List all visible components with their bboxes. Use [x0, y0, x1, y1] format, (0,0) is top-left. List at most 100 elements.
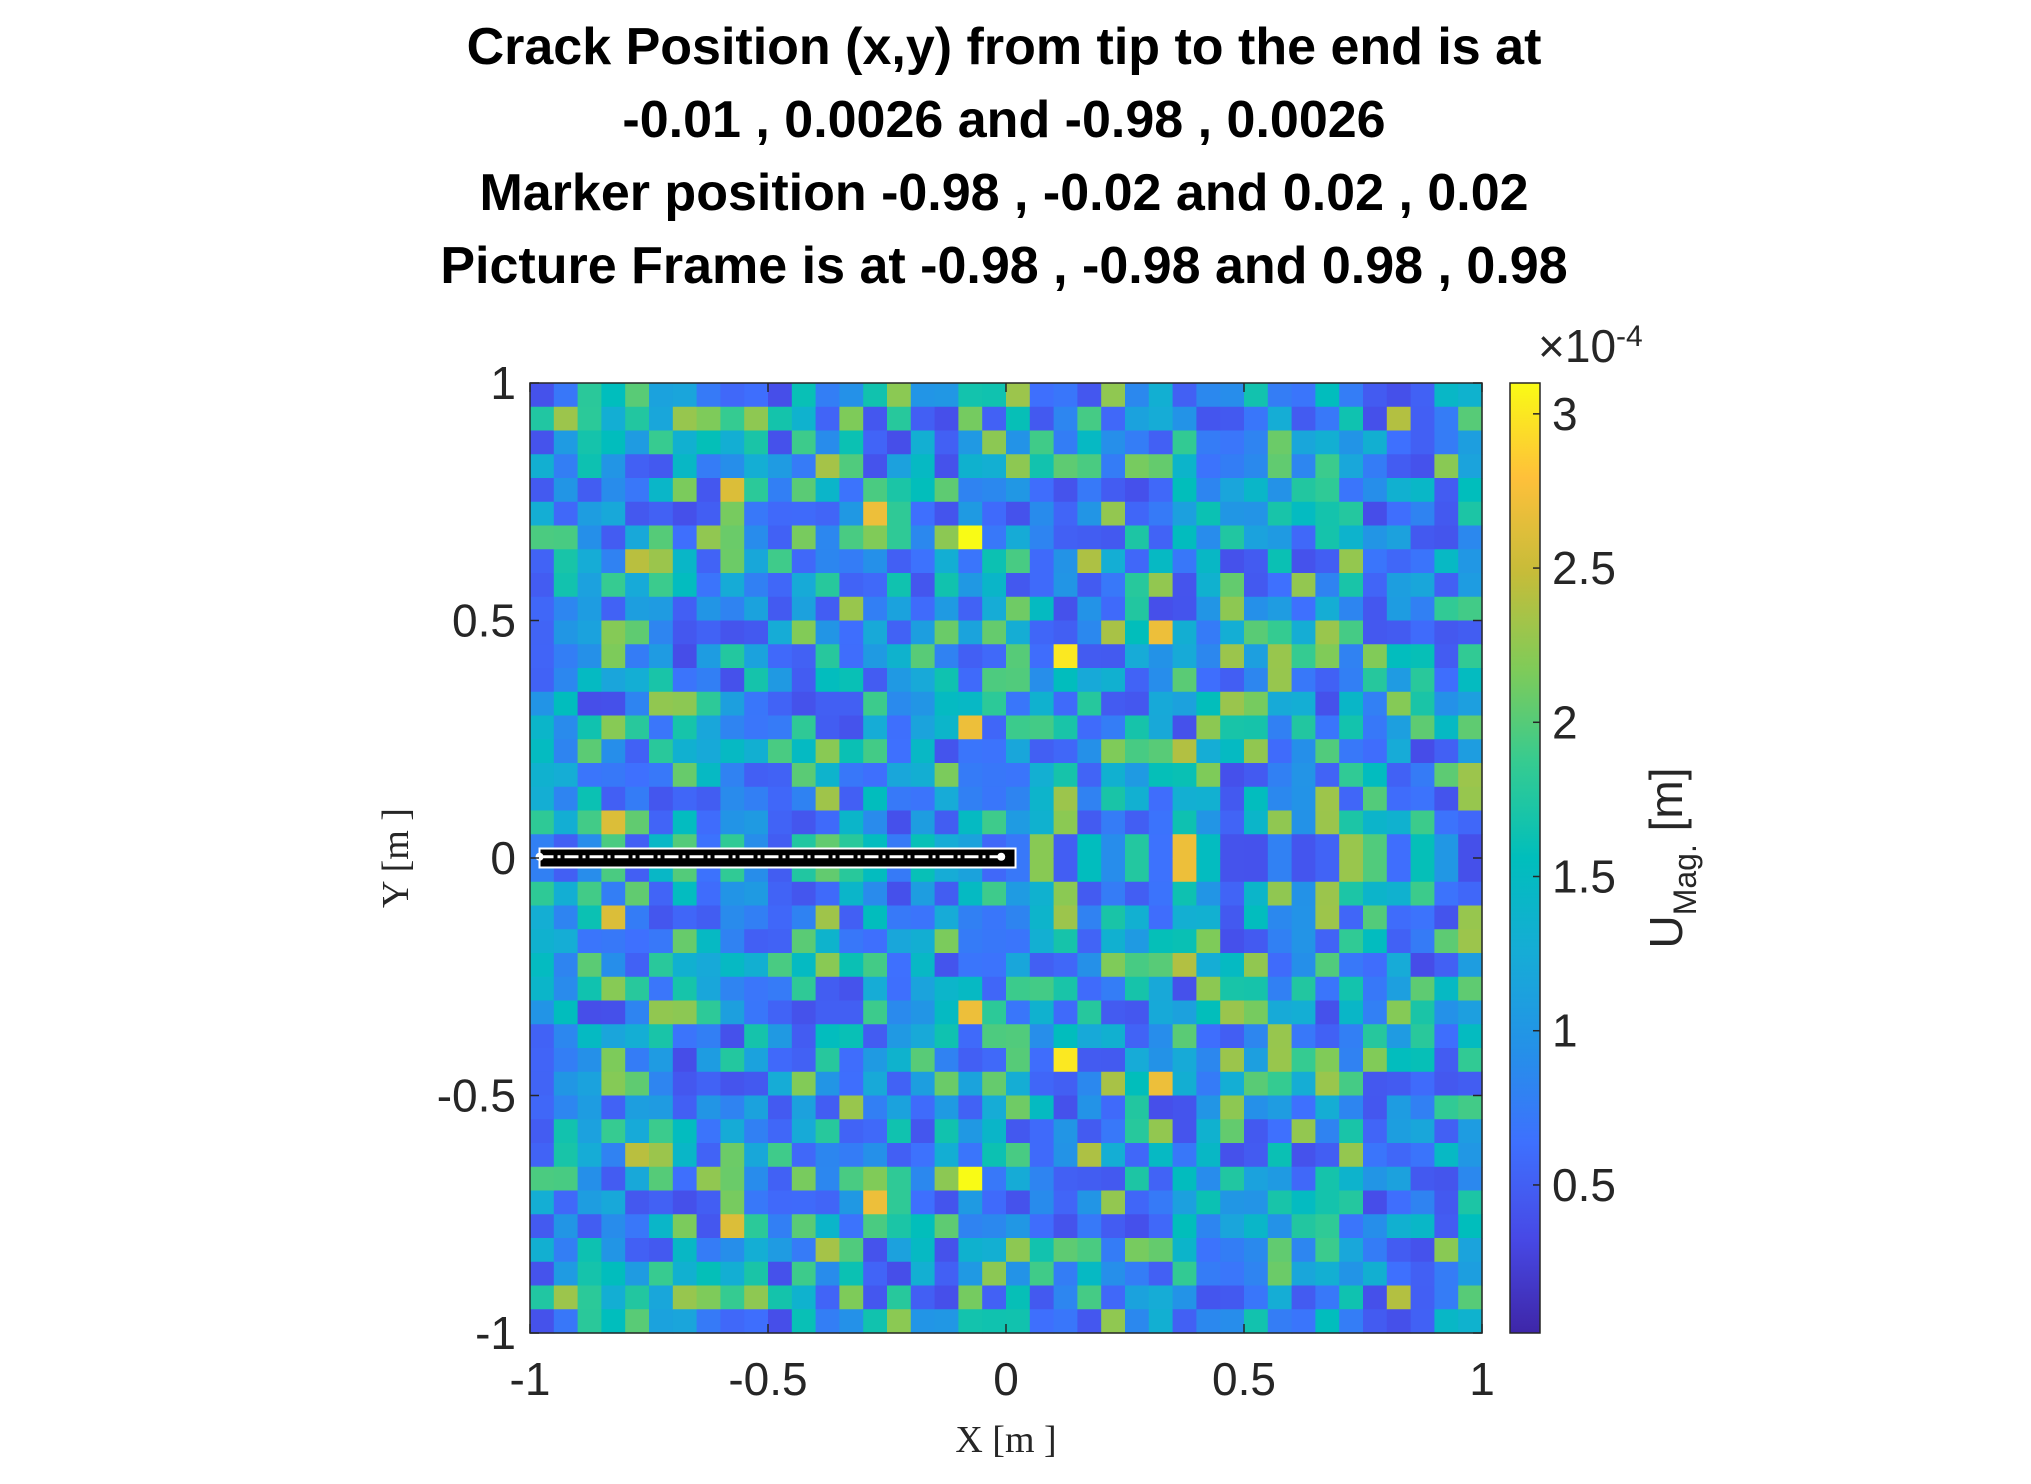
heatmap-cell: [1196, 881, 1221, 907]
heatmap-cell: [910, 810, 936, 835]
heatmap-cell: [1029, 763, 1055, 788]
heatmap-cell: [1077, 763, 1102, 788]
heatmap-cell: [958, 1190, 983, 1215]
heatmap-cell: [1196, 1143, 1221, 1168]
heatmap-cell: [1410, 573, 1435, 598]
heatmap-cell: [720, 929, 745, 954]
heatmap-cell: [1220, 406, 1245, 432]
heatmap-cell: [1339, 454, 1364, 479]
heatmap-cell: [530, 1119, 555, 1144]
crack-overlay: [535, 847, 1017, 869]
heatmap-cell: [1244, 1048, 1269, 1073]
heatmap-cell: [1244, 573, 1269, 598]
heatmap-cell: [1386, 1048, 1412, 1073]
heatmap-cell: [625, 644, 650, 669]
heatmap-cell: [1267, 1143, 1293, 1168]
heatmap-cell: [1148, 1143, 1174, 1168]
heatmap-cell: [1125, 881, 1150, 907]
title-line-3: Marker position -0.98 , -0.02 and 0.02 ,…: [479, 164, 1528, 222]
heatmap-cell: [1053, 525, 1078, 550]
heatmap-cell: [1386, 691, 1412, 717]
heatmap-cell: [1410, 430, 1435, 455]
heatmap-cell: [1101, 929, 1126, 954]
heatmap-cell: [982, 976, 1007, 1002]
heatmap-cell: [1053, 1190, 1078, 1215]
heatmap-cell: [815, 715, 840, 740]
heatmap-cell: [1077, 1285, 1102, 1310]
heatmap-cell: [1458, 1190, 1483, 1215]
heatmap-cell: [1006, 1166, 1031, 1192]
heatmap-cell: [601, 501, 626, 527]
heatmap-cell: [1077, 905, 1102, 930]
heatmap-cell: [625, 881, 650, 907]
heatmap-cell: [1172, 715, 1197, 740]
heatmap-cell: [815, 953, 840, 978]
heatmap-cell: [696, 1119, 721, 1144]
heatmap-cell: [791, 644, 817, 669]
heatmap-cell: [1101, 454, 1126, 479]
heatmap-cell: [649, 810, 674, 835]
heatmap-cell: [1220, 929, 1245, 954]
heatmap-cell: [1386, 644, 1412, 669]
heatmap-cell: [1315, 1071, 1340, 1097]
heatmap-cell: [1363, 881, 1388, 907]
heatmap-cell: [625, 1095, 650, 1120]
heatmap-cell: [958, 1071, 983, 1097]
heatmap-cell: [1077, 1000, 1102, 1025]
heatmap-cell: [1053, 1309, 1078, 1334]
heatmap-cell: [601, 596, 626, 622]
heatmap-cell: [553, 668, 579, 693]
heatmap-cell: [1410, 549, 1435, 574]
heatmap-cell: [553, 1238, 579, 1263]
heatmap-cell: [1291, 715, 1316, 740]
heatmap-cell: [649, 1095, 674, 1120]
heatmap-cell: [553, 430, 579, 455]
heatmap-cell: [1458, 691, 1483, 717]
heatmap-cell: [1220, 1166, 1245, 1192]
heatmap-cell: [934, 573, 959, 598]
heatmap-cell: [1458, 525, 1483, 550]
heatmap-cell: [839, 454, 864, 479]
heatmap-cell: [1148, 715, 1174, 740]
heatmap-cell: [601, 549, 626, 574]
heatmap-cell: [982, 1261, 1007, 1287]
heatmap-cell: [815, 668, 840, 693]
heatmap-cell: [1029, 573, 1055, 598]
heatmap-cell: [791, 763, 817, 788]
heatmap-cell: [1315, 976, 1340, 1002]
heatmap-cell: [672, 620, 698, 645]
heatmap-cell: [744, 976, 769, 1002]
heatmap-cell: [577, 1000, 602, 1025]
heatmap-cell: [815, 1166, 840, 1192]
heatmap-cell: [958, 549, 983, 574]
y-axis-label: Y [m ]: [375, 808, 417, 908]
heatmap-cell: [1196, 786, 1221, 812]
heatmap-cell: [530, 478, 555, 503]
heatmap-cell: [887, 1261, 912, 1287]
heatmap-cell: [1267, 668, 1293, 693]
heatmap-cell: [1006, 478, 1031, 503]
heatmap-cell: [887, 478, 912, 503]
heatmap-cell: [601, 383, 626, 408]
heatmap-cell: [934, 1071, 959, 1097]
heatmap-cell: [649, 596, 674, 622]
heatmap-cell: [1148, 834, 1174, 859]
heatmap-cell: [839, 478, 864, 503]
heatmap-cell: [863, 1000, 888, 1025]
heatmap-cell: [1291, 786, 1316, 812]
heatmap-cell: [958, 383, 983, 408]
heatmap-cell: [696, 1048, 721, 1073]
heatmap-cell: [958, 976, 983, 1002]
heatmap-cell: [1386, 858, 1412, 883]
title-line-4: Picture Frame is at -0.98 , -0.98 and 0.…: [440, 237, 1567, 295]
heatmap-cell: [1434, 478, 1459, 503]
heatmap-cell: [839, 691, 864, 717]
heatmap-cell: [530, 715, 555, 740]
heatmap-cell: [1410, 834, 1435, 859]
y-tick-label: 0.5: [452, 595, 516, 647]
heatmap-cell: [577, 1048, 602, 1073]
heatmap-cell: [1029, 810, 1055, 835]
heatmap-cell: [649, 1309, 674, 1334]
heatmap-cell: [1029, 1095, 1055, 1120]
heatmap-cell: [1053, 1095, 1078, 1120]
